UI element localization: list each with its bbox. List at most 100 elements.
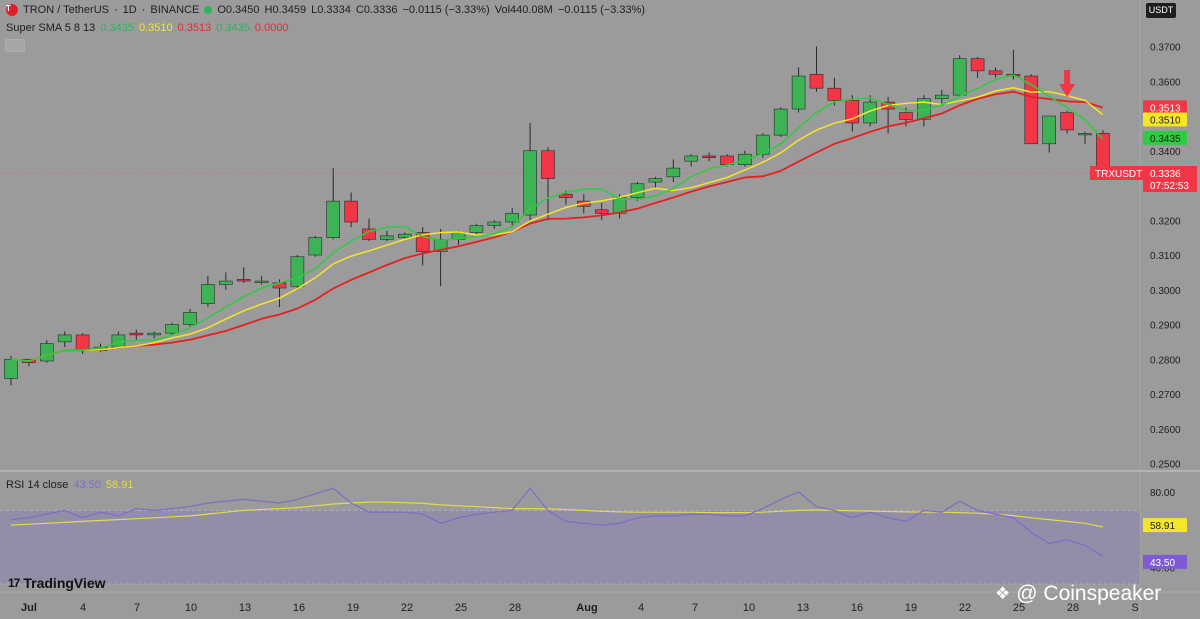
axes: 0.37000.36000.35000.34000.33000.32000.31… xyxy=(21,43,1181,615)
bull-candle xyxy=(4,358,18,379)
time-tick-label: 10 xyxy=(743,602,755,614)
time-tick-label: 16 xyxy=(851,602,863,614)
rsi-tick-80: 80.00 xyxy=(1150,488,1175,499)
indicator-value-4: 0.3435 xyxy=(216,22,250,34)
time-tick-label: 25 xyxy=(455,602,467,614)
bull-candle xyxy=(1078,133,1092,136)
symbol-tag-bg xyxy=(1090,165,1144,180)
sma8-price-label: 0.3510 xyxy=(1150,115,1181,126)
bull-candle xyxy=(505,213,520,223)
rsi-value-tag-bg xyxy=(1143,554,1187,569)
bull-candle xyxy=(791,75,806,110)
rsi-ma-tag: 58.91 xyxy=(1150,521,1175,532)
bull-candle xyxy=(1042,115,1056,145)
indicator-value-3: 0.3513 xyxy=(177,22,212,34)
interval-label[interactable]: 1D xyxy=(122,4,137,16)
coinspeaker-watermark: ❖ @ Coinspeaker xyxy=(995,582,1161,606)
sma-8-line xyxy=(10,87,1104,362)
price-tick-label: 0.3200 xyxy=(1150,216,1181,227)
bear-candle xyxy=(827,87,842,101)
bear-candle xyxy=(809,74,824,89)
time-tick-label: 7 xyxy=(692,602,698,614)
bull-candle xyxy=(183,312,197,325)
time-tick-label: 25 xyxy=(1013,602,1025,614)
exchange-label: BINANCE xyxy=(150,4,200,16)
bull-candle xyxy=(773,108,788,136)
tron-logo-icon: T xyxy=(6,4,18,16)
symbol-name[interactable]: TRON / TetherUS xyxy=(23,4,109,16)
price-tick-label: 0.2700 xyxy=(1150,390,1181,401)
bull-candle xyxy=(147,332,161,336)
bull-candle xyxy=(934,94,949,99)
bear-candle xyxy=(559,193,573,198)
price-tick-label: 0.3000 xyxy=(1150,286,1181,297)
price-tick-label: 0.2500 xyxy=(1150,460,1181,471)
ohlc-high: H0.3459 xyxy=(264,4,307,16)
last-price-label: 0.3336 xyxy=(1150,169,1181,180)
bear-candle xyxy=(541,150,555,179)
price-tick-label: 0.3700 xyxy=(1150,43,1181,54)
bear-candle xyxy=(970,58,985,72)
time-tick-label: Aug xyxy=(576,602,597,614)
time-tick-label: 13 xyxy=(239,602,251,614)
currency-badge[interactable]: USDT xyxy=(1146,3,1176,18)
bull-candle xyxy=(254,280,269,283)
bull-candle xyxy=(380,235,394,240)
bull-candle xyxy=(219,280,233,285)
down-arrow-icon xyxy=(1059,84,1076,97)
price-tick-label: 0.2900 xyxy=(1150,321,1181,332)
time-tick-label: 13 xyxy=(797,602,809,614)
sma-lines xyxy=(10,74,1104,362)
bull-candle xyxy=(630,183,645,198)
bear-candle xyxy=(75,334,90,351)
sma8-price-label-bg xyxy=(1143,112,1187,127)
bull-candle xyxy=(39,343,54,362)
bull-candle xyxy=(165,324,179,334)
indicator-value-5: 0.0000 xyxy=(254,22,289,34)
time-tick-label: 4 xyxy=(638,602,644,614)
price-tick-label: 0.2600 xyxy=(1150,425,1181,436)
bull-candle xyxy=(952,58,967,96)
bull-candle xyxy=(201,284,215,304)
time-tick-label: 16 xyxy=(293,602,305,614)
ohlc-close: C0.3336 xyxy=(355,4,398,16)
collapse-legend-button[interactable] xyxy=(5,39,25,52)
bear-candle xyxy=(1024,75,1039,145)
bull-candle xyxy=(523,150,537,216)
rsi-label[interactable]: RSI 14 close xyxy=(6,479,69,491)
bull-candle xyxy=(863,101,878,124)
bull-candle xyxy=(111,334,126,348)
price-tick-label: 0.2800 xyxy=(1150,355,1181,366)
ohlc-open: O0.3450 xyxy=(217,4,260,16)
bear-candle xyxy=(702,155,716,158)
ohlc-low: L0.3334 xyxy=(311,4,351,16)
time-tick-label: 22 xyxy=(959,602,971,614)
market-status-icon xyxy=(204,6,213,14)
rsi-legend: RSI 14 close 43.50 58.91 xyxy=(6,479,133,491)
rsi-ma-value: 58.91 xyxy=(105,479,134,491)
time-tick-label: 4 xyxy=(80,602,86,614)
volume-label: Vol440.08M xyxy=(494,4,553,16)
time-tick-label: 28 xyxy=(509,602,521,614)
time-tick-label: 10 xyxy=(185,602,197,614)
tradingview-logo: 17 TradingView xyxy=(8,575,106,591)
indicator-name[interactable]: Super SMA 5 8 13 xyxy=(6,22,96,34)
price-tick-label: 0.3600 xyxy=(1150,77,1181,88)
rsi-value: 43.50 xyxy=(73,479,101,491)
indicator-value-2: 0.3510 xyxy=(138,22,173,34)
bull-candle xyxy=(666,167,681,178)
time-tick-label: 19 xyxy=(905,602,917,614)
watermark-text: @ Coinspeaker xyxy=(1016,582,1162,605)
last-price-bg xyxy=(1143,165,1197,192)
time-tick-label: 19 xyxy=(347,602,359,614)
indicator-value-1: 0.3435 xyxy=(100,22,134,34)
countdown-label: 07:52:53 xyxy=(1150,181,1189,192)
sma5-price-label: 0.3435 xyxy=(1150,134,1181,145)
signal-arrow-shaft xyxy=(1064,70,1071,84)
bull-candle xyxy=(397,233,412,238)
indicator-legend: Super SMA 5 8 13 0.3435 0.3510 0.3513 0.… xyxy=(6,22,289,34)
rsi-line xyxy=(10,487,1104,557)
bear-candle xyxy=(988,70,1003,75)
